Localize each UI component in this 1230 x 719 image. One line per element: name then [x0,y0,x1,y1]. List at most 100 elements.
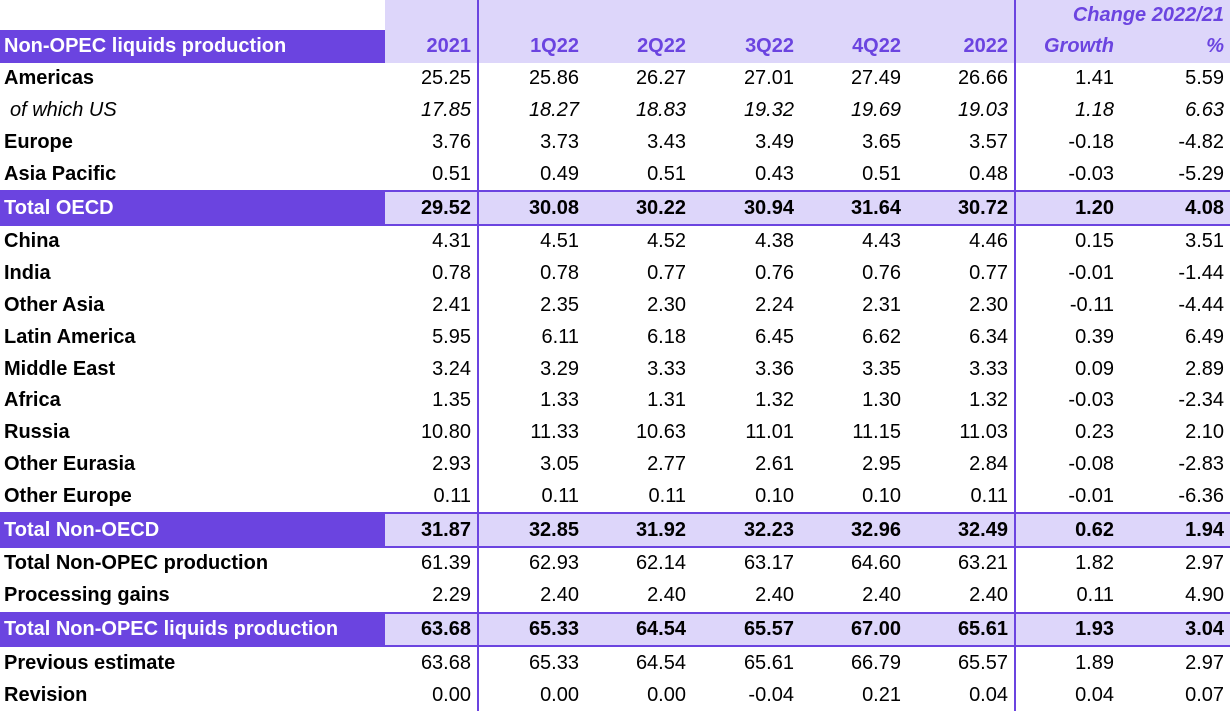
value-cell: 1.31 [647,389,686,412]
value-cell: 26.27 [635,67,686,90]
value-cell: 2.29 [385,579,479,613]
value-cell: 11.15 [852,421,901,444]
value-cell: 1.35 [385,384,479,417]
column-header: 2021 [385,30,479,63]
value-cell: 65.33 [478,611,585,648]
row-label: Asia Pacific [4,162,117,185]
value-cell: 3.43 [647,130,686,153]
value-cell: 31.92 [585,512,692,548]
value-cell: 63.68 [385,611,479,648]
value-cell: 17.85 [385,94,479,127]
row-label: Russia [4,421,70,444]
value-cell: 25.25 [385,63,479,95]
value-cell: 0.21 [862,683,901,706]
table-row: Latin America 5.95 6.11 6.18 6.45 6.62 6.34 0.3… [0,321,1230,354]
value-cell: 0.11 [385,480,479,514]
value-cell: 2.40 [907,579,1016,613]
value-cell: -0.04 [748,683,794,706]
value-cell: 25.86 [528,67,579,90]
value-cell: 1.41 [1075,67,1114,90]
value-cell: 32.49 [907,512,1016,548]
row-label: Other Eurasia [4,452,136,475]
value-cell: 2.89 [1185,357,1225,380]
value-cell: 19.03 [907,94,1016,127]
value-cell: 0.51 [385,158,479,192]
value-cell: -2.34 [1178,389,1225,412]
value-cell: 3.49 [755,130,794,153]
row-label: Processing gains [4,584,170,607]
row-label: Other Asia [4,293,105,316]
row-label: Other Europe [4,484,132,507]
table-row: Previous estimate 63.68 65.33 64.54 65.61 66.… [0,645,1230,680]
value-cell: 4.08 [1120,190,1230,226]
value-cell: 0.11 [1076,584,1114,607]
table-row: Middle East 3.24 3.29 3.33 3.36 3.35 3.33 0.09 2… [0,353,1230,385]
value-cell: 3.35 [862,357,901,380]
row-label: Europe [4,130,73,153]
header-cell [800,0,907,30]
value-cell: 0.11 [541,484,579,507]
value-cell: -4.82 [1178,130,1225,153]
value-cell: 0.51 [862,162,901,185]
value-cell: 6.62 [862,325,901,348]
row-label: Total Non-OECD [0,512,385,548]
value-cell: 65.61 [907,611,1016,648]
table-row: India 0.78 0.78 0.77 0.76 0.76 0.77 -0.01 -1.44 [0,257,1230,290]
value-cell: 2.40 [540,584,579,607]
table-row: Total OECD 29.52 30.08 30.22 30.94 31.64 30.72… [0,190,1230,226]
value-cell: 65.57 [907,645,1016,680]
value-cell: 3.04 [1120,611,1230,648]
value-cell: 0.11 [907,480,1016,514]
value-cell: 26.66 [907,63,1016,95]
value-cell: 0.49 [540,162,579,185]
value-cell: 0.00 [647,683,686,706]
value-cell: 32.96 [800,512,907,548]
value-cell: 27.01 [743,67,794,90]
value-cell: 63.17 [743,552,794,575]
value-cell: 19.69 [850,99,901,122]
row-label: Middle East [4,357,116,380]
value-cell: 6.34 [907,321,1016,354]
value-cell: 2.40 [647,584,686,607]
table-row: Russia 10.80 11.33 10.63 11.01 11.15 11.03 0.23… [0,416,1230,449]
value-cell: 3.73 [540,130,579,153]
value-cell: 2.40 [862,584,901,607]
value-cell: 4.31 [385,224,479,258]
row-label: of which US [10,99,117,122]
value-cell: 18.83 [635,99,686,122]
group-header: Change 2022/21 [1015,0,1230,30]
header-cell [478,0,585,30]
table-row: Total Non-OPEC production 61.39 62.93 62.14… [0,546,1230,580]
value-cell: 0.09 [1075,357,1114,380]
value-cell: 3.29 [540,357,579,380]
value-cell: 65.33 [478,645,585,680]
value-cell: 19.32 [743,99,794,122]
value-cell: 3.05 [540,452,579,475]
value-cell: 66.79 [800,645,907,680]
value-cell: 3.36 [755,357,794,380]
value-cell: 32.85 [478,512,585,548]
value-cell: 27.49 [850,67,901,90]
value-cell: 1.89 [1015,645,1120,680]
table-row: Other Eurasia 2.93 3.05 2.77 2.61 2.95 2.84 -0.… [0,448,1230,481]
value-cell: 62.14 [635,552,686,575]
value-cell: 0.78 [540,262,579,285]
value-cell: 0.07 [1185,683,1225,706]
header-row: Change 2022/21 [0,0,1230,30]
value-cell: 0.10 [755,484,794,507]
value-cell: 10.80 [385,416,479,449]
value-cell: -4.44 [1178,293,1225,316]
value-cell: 0.43 [755,162,794,185]
value-cell: -0.18 [1068,130,1114,153]
table-row: Total Non-OECD 31.87 32.85 31.92 32.23 32.96 3… [0,512,1230,548]
row-label: Americas [4,67,95,90]
value-cell: -2.83 [1178,452,1225,475]
value-cell: 3.57 [907,126,1016,159]
value-cell: 1.32 [907,384,1016,417]
value-cell: 2.95 [862,452,901,475]
value-cell: 30.94 [692,190,800,226]
value-cell: 2.30 [907,289,1016,322]
value-cell: 0.00 [540,683,579,706]
column-header: 3Q22 [692,30,800,63]
